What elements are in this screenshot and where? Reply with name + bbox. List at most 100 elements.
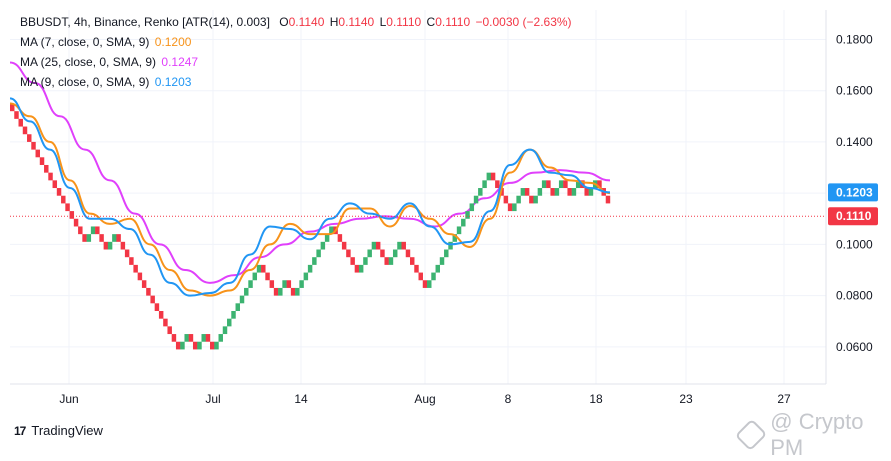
renko-brick-down	[563, 180, 568, 189]
renko-brick-down	[597, 180, 602, 189]
x-tick-label: Jul	[205, 392, 220, 406]
renko-brick-up	[184, 334, 189, 342]
renko-brick-up	[316, 249, 321, 258]
symbol-row[interactable]: BBUSDT, 4h, Binance, Renko [ATR(14), 0.0…	[20, 12, 572, 32]
renko-brick-down	[171, 334, 177, 342]
renko-brick-down	[414, 264, 419, 273]
renko-brick-down	[73, 218, 79, 227]
x-tick-label: 23	[679, 392, 693, 406]
renko-brick-up	[86, 234, 92, 242]
renko-brick-down	[129, 257, 134, 265]
renko-brick-up	[461, 218, 466, 227]
renko-brick-down	[341, 241, 347, 250]
high-value: 0.1140	[338, 15, 375, 29]
renko-brick-down	[269, 280, 275, 288]
brick-layer	[10, 103, 611, 350]
renko-brick-down	[418, 272, 423, 281]
renko-brick-up	[431, 272, 436, 281]
chart-svg: 0.1800 0.1600 0.1400 0.1200 0.1000 0.0800 0.06…	[9, 10, 878, 406]
renko-brick-down	[175, 341, 181, 350]
y-tick-label: 0.1000	[836, 237, 873, 251]
renko-brick-up	[473, 195, 479, 204]
indicator-label: MA (25, close, 0, SMA, 9)	[20, 55, 157, 69]
renko-brick-up	[324, 234, 330, 242]
renko-brick-up	[218, 334, 223, 342]
renko-brick-down	[286, 280, 292, 288]
renko-brick-up	[303, 272, 309, 281]
renko-brick-up	[256, 264, 262, 273]
renko-brick-down	[405, 249, 411, 258]
indicator-label: MA (9, close, 0, SMA, 9)	[20, 75, 150, 89]
renko-brick-up	[112, 234, 117, 242]
renko-brick-down	[188, 334, 194, 342]
open-value: 0.1140	[288, 15, 325, 29]
price-labels: 0.1203 0.1110	[828, 183, 878, 226]
renko-brick-down	[82, 234, 87, 242]
renko-brick-up	[358, 264, 364, 273]
watermark: @ Crypto PM	[734, 409, 891, 461]
renko-brick-up	[427, 280, 432, 288]
renko-brick-down	[529, 195, 534, 204]
renko-brick-down	[124, 249, 130, 258]
renko-brick-up	[388, 257, 394, 265]
renko-brick-down	[56, 188, 62, 196]
renko-brick-down	[120, 241, 126, 250]
renko-brick-down	[605, 195, 611, 204]
ma-line	[9, 97, 611, 297]
renko-brick-up	[180, 341, 185, 350]
renko-brick-down	[103, 241, 109, 250]
high-label: H	[329, 15, 339, 29]
renko-brick-up	[554, 188, 560, 196]
renko-brick-up	[107, 241, 113, 250]
renko-brick-up	[575, 180, 581, 189]
price-label-bg	[828, 207, 878, 226]
renko-brick-up	[227, 318, 232, 327]
y-tick-label: 0.1600	[836, 84, 873, 98]
renko-brick-down	[65, 203, 70, 212]
change-value: −0.0030 (−2.63%)	[475, 15, 572, 29]
renko-brick-up	[282, 280, 287, 288]
renko-brick-up	[363, 257, 368, 265]
indicator-ma9[interactable]: MA (9, close, 0, SMA, 9) 0.1203	[20, 72, 572, 92]
chart-root: 0.1800 0.1600 0.1400 0.1200 0.1000 0.0800 0.06…	[9, 10, 878, 460]
renko-brick-up	[456, 226, 462, 235]
low-label: L	[379, 15, 387, 29]
open-label: O	[279, 15, 289, 29]
price-label: 0.1203	[836, 185, 873, 199]
renko-brick-up	[307, 264, 313, 273]
renko-brick-up	[541, 180, 547, 189]
renko-brick-up	[452, 234, 458, 242]
renko-brick-up	[371, 241, 377, 250]
renko-brick-down	[192, 341, 198, 350]
watermark-text: @ Crypto PM	[770, 409, 864, 460]
indicator-value: 0.1203	[154, 75, 192, 89]
renko-brick-down	[354, 264, 360, 273]
renko-brick-up	[90, 226, 96, 235]
renko-brick-up	[448, 241, 453, 250]
renko-brick-down	[410, 257, 415, 265]
renko-brick-down	[95, 226, 100, 235]
x-tick-label: Aug	[414, 392, 435, 406]
time-axis[interactable]: Jun Jul 14 Aug 8 18 23 27	[59, 392, 791, 406]
renko-brick-up	[235, 303, 240, 311]
low-value: 0.1110	[386, 15, 422, 29]
renko-brick-down	[14, 111, 19, 119]
renko-brick-down	[146, 287, 151, 296]
renko-brick-down	[524, 188, 530, 196]
tradingview-logo[interactable]: 17 TradingView	[14, 423, 103, 438]
y-tick-label: 0.0600	[836, 340, 873, 354]
renko-brick-up	[222, 326, 228, 335]
renko-brick-up	[214, 341, 219, 350]
renko-brick-down	[61, 195, 66, 204]
renko-brick-down	[158, 310, 164, 319]
indicator-ma25[interactable]: MA (25, close, 0, SMA, 9) 0.1247	[20, 52, 572, 72]
renko-brick-up	[478, 188, 483, 196]
y-tick-label: 0.0800	[836, 289, 873, 303]
price-axis[interactable]: 0.18000.16000.14000.12000.10000.08000.06…	[836, 32, 873, 353]
x-tick-label: 14	[294, 392, 308, 406]
renko-brick-down	[141, 280, 147, 288]
renko-brick-down	[205, 334, 211, 342]
x-tick-label: Jun	[59, 392, 78, 406]
indicator-ma7[interactable]: MA (7, close, 0, SMA, 9) 0.1200	[20, 32, 572, 52]
renko-brick-down	[22, 126, 28, 135]
